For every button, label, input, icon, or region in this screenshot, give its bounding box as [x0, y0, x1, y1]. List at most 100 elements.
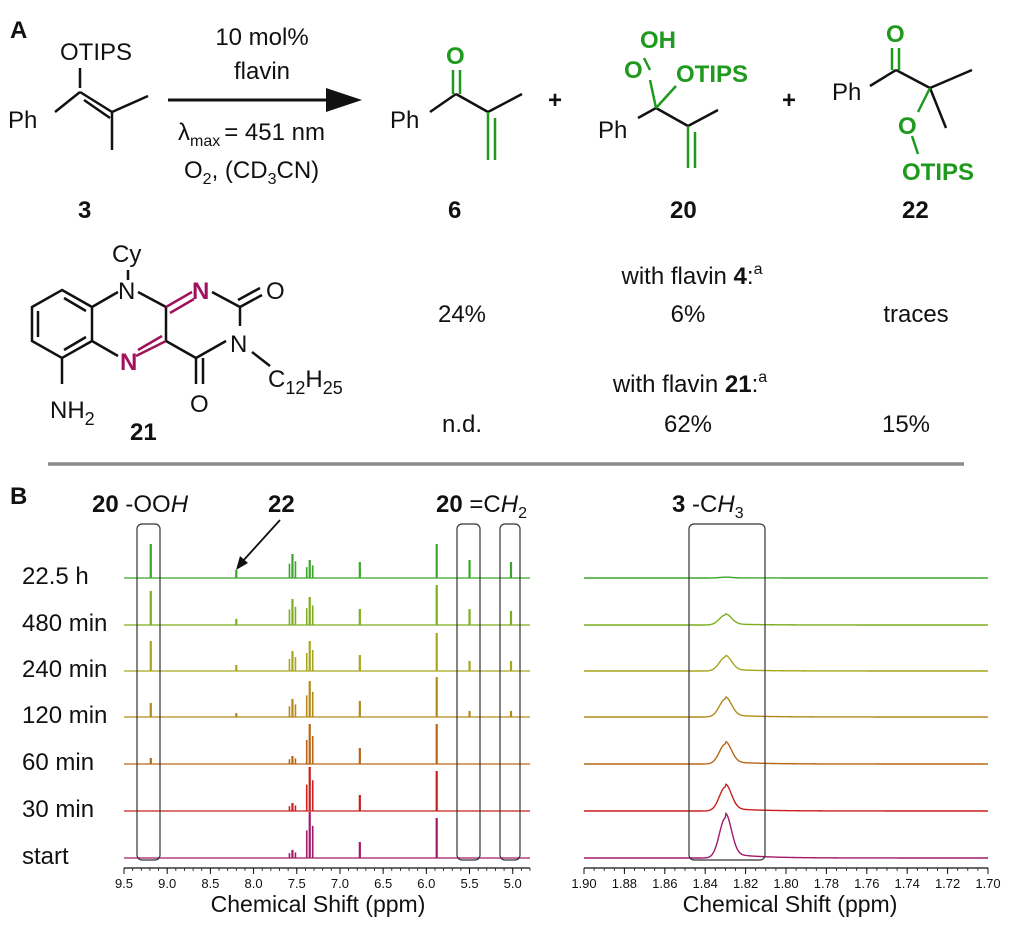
tick-right-5: 1.80	[773, 876, 798, 891]
spectrum-right-4	[584, 740, 988, 765]
box-ooh	[136, 523, 161, 861]
yield-heading-flavin4: with flavin 4:a	[621, 261, 763, 290]
box-ch2-b	[499, 523, 521, 861]
box-ch2-a	[456, 523, 481, 861]
xlabel-left: Chemical Shift (ppm)	[211, 891, 426, 917]
product20-otips: OTIPS	[676, 61, 748, 88]
conditions-catalyst: 10 mol%	[215, 24, 308, 51]
time-label-5: 30 min	[22, 796, 94, 823]
tick-left-6: 6.5	[374, 876, 392, 891]
spectrum-left-4	[124, 724, 530, 765]
tick-left-9: 5.0	[504, 876, 522, 891]
yield-flavin4-product6: 24%	[438, 301, 486, 328]
time-label-0: 22.5 h	[22, 563, 89, 590]
spectrum-left-3	[124, 677, 530, 718]
flavin21-nh2: NH2	[50, 397, 95, 429]
reactant-ph: Ph	[8, 107, 37, 134]
product22-ph: Ph	[832, 79, 861, 106]
annotation-22-arrow	[236, 519, 281, 570]
yield-heading-flavin21: with flavin 21:a	[612, 369, 767, 398]
product22-number: 22	[902, 197, 929, 224]
annotation-22: 22	[268, 491, 295, 518]
product22-oxygen: O	[898, 113, 917, 140]
yield-flavin4-product22: traces	[883, 301, 948, 328]
tick-right-0: 1.90	[571, 876, 596, 891]
flavin-21-structure	[30, 270, 271, 384]
flavin21-chain: C12H25	[268, 366, 343, 398]
time-labels: 22.5 h 480 min 240 min 120 min 60 min 30 min s…	[22, 563, 107, 870]
spectrum-left-0	[124, 544, 530, 579]
flavin21-n3: N	[230, 331, 247, 358]
tick-left-8: 5.5	[460, 876, 478, 891]
product-22	[869, 48, 973, 155]
product20-oxygen: O	[624, 57, 643, 84]
product22-carbonyl-oxygen: O	[886, 21, 905, 48]
yield-flavin21-product20: 62%	[664, 411, 712, 438]
flavin21-n10: N	[118, 278, 135, 305]
spectrum-right-0	[584, 576, 988, 579]
spectra-methyl	[584, 576, 988, 859]
tick-left-1: 9.0	[158, 876, 176, 891]
conditions-wavelength: λmax = 451 nm	[178, 119, 325, 150]
annotation-20-ooh: 20 -OOH	[92, 491, 189, 518]
spectrum-right-2	[584, 654, 988, 672]
product20-ph: Ph	[598, 117, 627, 144]
highlight-boxes	[136, 523, 766, 861]
tick-right-4: 1.82	[733, 876, 758, 891]
plus-sign-2: +	[782, 87, 796, 114]
reaction-arrow	[168, 88, 362, 112]
product-6	[429, 70, 523, 160]
axis-left: 9.5 9.0 8.5 8.0 7.5 7.0 6.5 6.0 5.5 5.0	[115, 867, 531, 891]
tick-right-7: 1.76	[854, 876, 879, 891]
tick-right-3: 1.84	[693, 876, 718, 891]
yield-flavin21-product6: n.d.	[442, 411, 482, 438]
annotation-3-ch3: 3 -CH3	[672, 491, 744, 522]
tick-left-0: 9.5	[115, 876, 133, 891]
peak-right-6	[584, 811, 988, 859]
spectrum-left-5	[124, 767, 530, 812]
yield-flavin4-product20: 6%	[671, 301, 706, 328]
tick-left-5: 7.0	[331, 876, 349, 891]
time-label-6: start	[22, 843, 69, 870]
flavin21-o2: O	[266, 278, 285, 305]
spectrum-right-3	[584, 695, 988, 718]
axis-right: 1.90 1.88 1.86 1.84 1.82 1.80 1.78 1.76 1.74 1.72…	[571, 867, 1001, 891]
peak-right-3	[584, 695, 988, 718]
tick-left-7: 6.0	[417, 876, 435, 891]
conditions-flavin: flavin	[234, 58, 290, 85]
flavin21-n1: N	[192, 278, 209, 305]
peak-right-4	[584, 740, 988, 765]
conditions-solvent: O2, (CD3CN)	[184, 157, 319, 188]
reactant-otips: OTIPS	[60, 39, 132, 66]
flavin21-n5: N	[120, 349, 137, 376]
spectrum-right-6	[584, 811, 988, 859]
reactant-number: 3	[78, 197, 91, 224]
tick-right-9: 1.72	[935, 876, 960, 891]
tick-right-2: 1.86	[652, 876, 677, 891]
peak-right-0	[584, 576, 988, 579]
tick-right-6: 1.78	[814, 876, 839, 891]
product6-ph: Ph	[390, 107, 419, 134]
flavin21-number: 21	[130, 419, 157, 446]
spectra-aromatic	[124, 544, 530, 859]
tick-right-1: 1.88	[612, 876, 637, 891]
tick-right-8: 1.74	[895, 876, 920, 891]
plus-sign-1: +	[548, 87, 562, 114]
reactant-3	[54, 68, 149, 150]
product6-oxygen: O	[446, 43, 465, 70]
panel-a-label: A	[10, 17, 27, 44]
box-ch3	[688, 523, 766, 861]
time-label-1: 480 min	[22, 610, 107, 637]
peak-right-1	[584, 613, 988, 626]
spectrum-right-1	[584, 613, 988, 626]
peak-right-5	[584, 783, 988, 812]
spectrum-left-1	[124, 585, 530, 626]
panel-b-label: B	[10, 483, 27, 510]
product20-oh: OH	[640, 27, 676, 54]
time-label-2: 240 min	[22, 656, 107, 683]
flavin21-o4: O	[190, 391, 209, 418]
product20-number: 20	[670, 197, 697, 224]
time-label-4: 60 min	[22, 749, 94, 776]
product22-otips: OTIPS	[902, 159, 974, 186]
tick-left-4: 7.5	[288, 876, 306, 891]
